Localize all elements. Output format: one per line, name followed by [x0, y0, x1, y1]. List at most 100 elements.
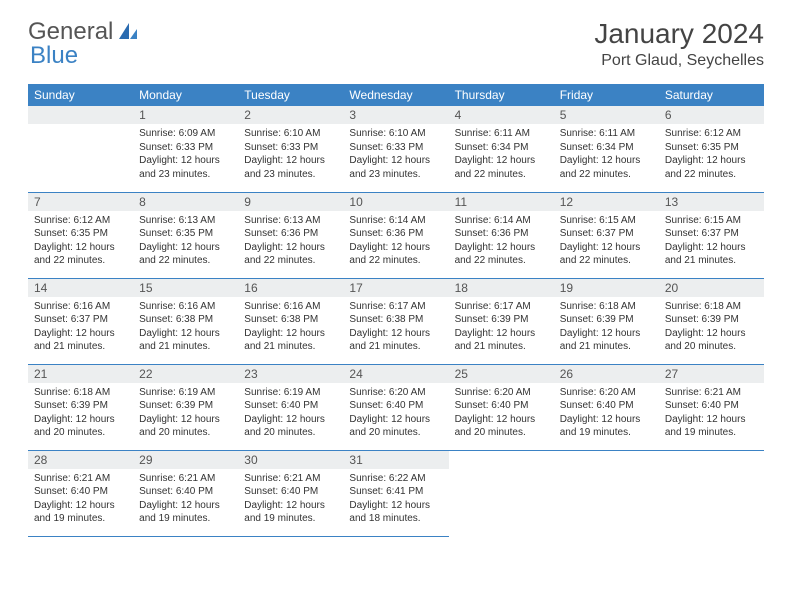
day-info: Sunrise: 6:12 AMSunset: 6:35 PMDaylight:… — [28, 211, 133, 272]
calendar-cell — [554, 450, 659, 536]
day-number: 10 — [343, 193, 448, 211]
day-info: Sunrise: 6:21 AMSunset: 6:40 PMDaylight:… — [28, 469, 133, 530]
logo-line2: Blue — [30, 42, 78, 70]
day-info: Sunrise: 6:13 AMSunset: 6:36 PMDaylight:… — [238, 211, 343, 272]
calendar-cell — [28, 106, 133, 192]
calendar-body: 1Sunrise: 6:09 AMSunset: 6:33 PMDaylight… — [28, 106, 764, 536]
calendar-row: 1Sunrise: 6:09 AMSunset: 6:33 PMDaylight… — [28, 106, 764, 192]
calendar-cell: 13Sunrise: 6:15 AMSunset: 6:37 PMDayligh… — [659, 192, 764, 278]
month-title: January 2024 — [594, 18, 764, 50]
day-number: 15 — [133, 279, 238, 297]
day-number: 13 — [659, 193, 764, 211]
day-info: Sunrise: 6:19 AMSunset: 6:40 PMDaylight:… — [238, 383, 343, 444]
day-info: Sunrise: 6:21 AMSunset: 6:40 PMDaylight:… — [659, 383, 764, 444]
calendar-cell: 25Sunrise: 6:20 AMSunset: 6:40 PMDayligh… — [449, 364, 554, 450]
day-number: 16 — [238, 279, 343, 297]
day-number: 3 — [343, 106, 448, 124]
day-number: 31 — [343, 451, 448, 469]
calendar-cell: 31Sunrise: 6:22 AMSunset: 6:41 PMDayligh… — [343, 450, 448, 536]
day-number: 17 — [343, 279, 448, 297]
calendar-table: SundayMondayTuesdayWednesdayThursdayFrid… — [28, 84, 764, 537]
calendar-cell: 16Sunrise: 6:16 AMSunset: 6:38 PMDayligh… — [238, 278, 343, 364]
empty-daynum — [28, 106, 133, 124]
calendar-cell: 12Sunrise: 6:15 AMSunset: 6:37 PMDayligh… — [554, 192, 659, 278]
day-info: Sunrise: 6:16 AMSunset: 6:37 PMDaylight:… — [28, 297, 133, 358]
day-number: 26 — [554, 365, 659, 383]
calendar-head: SundayMondayTuesdayWednesdayThursdayFrid… — [28, 84, 764, 106]
calendar-cell: 15Sunrise: 6:16 AMSunset: 6:38 PMDayligh… — [133, 278, 238, 364]
weekday-header: Saturday — [659, 84, 764, 106]
day-number: 24 — [343, 365, 448, 383]
day-number: 22 — [133, 365, 238, 383]
day-info: Sunrise: 6:16 AMSunset: 6:38 PMDaylight:… — [133, 297, 238, 358]
weekday-header: Thursday — [449, 84, 554, 106]
calendar-cell: 27Sunrise: 6:21 AMSunset: 6:40 PMDayligh… — [659, 364, 764, 450]
day-info: Sunrise: 6:13 AMSunset: 6:35 PMDaylight:… — [133, 211, 238, 272]
day-info: Sunrise: 6:20 AMSunset: 6:40 PMDaylight:… — [449, 383, 554, 444]
calendar-cell: 24Sunrise: 6:20 AMSunset: 6:40 PMDayligh… — [343, 364, 448, 450]
logo-text-2: Blue — [30, 42, 78, 70]
calendar-cell: 14Sunrise: 6:16 AMSunset: 6:37 PMDayligh… — [28, 278, 133, 364]
day-info: Sunrise: 6:21 AMSunset: 6:40 PMDaylight:… — [133, 469, 238, 530]
calendar-cell: 1Sunrise: 6:09 AMSunset: 6:33 PMDaylight… — [133, 106, 238, 192]
day-info: Sunrise: 6:20 AMSunset: 6:40 PMDaylight:… — [343, 383, 448, 444]
day-number: 14 — [28, 279, 133, 297]
day-number: 27 — [659, 365, 764, 383]
calendar-cell: 29Sunrise: 6:21 AMSunset: 6:40 PMDayligh… — [133, 450, 238, 536]
calendar-cell: 2Sunrise: 6:10 AMSunset: 6:33 PMDaylight… — [238, 106, 343, 192]
day-number: 20 — [659, 279, 764, 297]
title-block: January 2024 Port Glaud, Seychelles — [594, 18, 764, 70]
day-info: Sunrise: 6:14 AMSunset: 6:36 PMDaylight:… — [449, 211, 554, 272]
calendar-row: 7Sunrise: 6:12 AMSunset: 6:35 PMDaylight… — [28, 192, 764, 278]
calendar-cell: 28Sunrise: 6:21 AMSunset: 6:40 PMDayligh… — [28, 450, 133, 536]
calendar-cell: 20Sunrise: 6:18 AMSunset: 6:39 PMDayligh… — [659, 278, 764, 364]
calendar-cell: 5Sunrise: 6:11 AMSunset: 6:34 PMDaylight… — [554, 106, 659, 192]
day-info: Sunrise: 6:11 AMSunset: 6:34 PMDaylight:… — [554, 124, 659, 185]
calendar-cell — [449, 450, 554, 536]
calendar-cell: 11Sunrise: 6:14 AMSunset: 6:36 PMDayligh… — [449, 192, 554, 278]
calendar-row: 21Sunrise: 6:18 AMSunset: 6:39 PMDayligh… — [28, 364, 764, 450]
calendar-cell: 18Sunrise: 6:17 AMSunset: 6:39 PMDayligh… — [449, 278, 554, 364]
day-info: Sunrise: 6:16 AMSunset: 6:38 PMDaylight:… — [238, 297, 343, 358]
day-info: Sunrise: 6:17 AMSunset: 6:39 PMDaylight:… — [449, 297, 554, 358]
calendar-cell: 4Sunrise: 6:11 AMSunset: 6:34 PMDaylight… — [449, 106, 554, 192]
weekday-header: Monday — [133, 84, 238, 106]
day-number: 28 — [28, 451, 133, 469]
sail-icon — [117, 21, 139, 43]
calendar-cell: 26Sunrise: 6:20 AMSunset: 6:40 PMDayligh… — [554, 364, 659, 450]
calendar-cell: 30Sunrise: 6:21 AMSunset: 6:40 PMDayligh… — [238, 450, 343, 536]
weekday-header: Sunday — [28, 84, 133, 106]
calendar-cell: 9Sunrise: 6:13 AMSunset: 6:36 PMDaylight… — [238, 192, 343, 278]
weekday-header: Friday — [554, 84, 659, 106]
day-info: Sunrise: 6:20 AMSunset: 6:40 PMDaylight:… — [554, 383, 659, 444]
day-number: 12 — [554, 193, 659, 211]
calendar-cell: 22Sunrise: 6:19 AMSunset: 6:39 PMDayligh… — [133, 364, 238, 450]
day-number: 2 — [238, 106, 343, 124]
day-info: Sunrise: 6:18 AMSunset: 6:39 PMDaylight:… — [659, 297, 764, 358]
day-number: 25 — [449, 365, 554, 383]
calendar-row: 28Sunrise: 6:21 AMSunset: 6:40 PMDayligh… — [28, 450, 764, 536]
location: Port Glaud, Seychelles — [594, 52, 764, 70]
weekday-header: Tuesday — [238, 84, 343, 106]
day-info: Sunrise: 6:18 AMSunset: 6:39 PMDaylight:… — [554, 297, 659, 358]
calendar-cell: 8Sunrise: 6:13 AMSunset: 6:35 PMDaylight… — [133, 192, 238, 278]
day-info: Sunrise: 6:15 AMSunset: 6:37 PMDaylight:… — [659, 211, 764, 272]
day-info: Sunrise: 6:10 AMSunset: 6:33 PMDaylight:… — [343, 124, 448, 185]
day-info: Sunrise: 6:19 AMSunset: 6:39 PMDaylight:… — [133, 383, 238, 444]
calendar-cell: 23Sunrise: 6:19 AMSunset: 6:40 PMDayligh… — [238, 364, 343, 450]
day-number: 21 — [28, 365, 133, 383]
day-info: Sunrise: 6:22 AMSunset: 6:41 PMDaylight:… — [343, 469, 448, 530]
day-number: 8 — [133, 193, 238, 211]
day-number: 1 — [133, 106, 238, 124]
weekday-header: Wednesday — [343, 84, 448, 106]
day-info: Sunrise: 6:12 AMSunset: 6:35 PMDaylight:… — [659, 124, 764, 185]
calendar-cell: 21Sunrise: 6:18 AMSunset: 6:39 PMDayligh… — [28, 364, 133, 450]
day-info: Sunrise: 6:18 AMSunset: 6:39 PMDaylight:… — [28, 383, 133, 444]
day-info: Sunrise: 6:11 AMSunset: 6:34 PMDaylight:… — [449, 124, 554, 185]
day-info: Sunrise: 6:09 AMSunset: 6:33 PMDaylight:… — [133, 124, 238, 185]
header: General January 2024 Port Glaud, Seychel… — [28, 18, 764, 70]
day-info: Sunrise: 6:10 AMSunset: 6:33 PMDaylight:… — [238, 124, 343, 185]
day-info: Sunrise: 6:21 AMSunset: 6:40 PMDaylight:… — [238, 469, 343, 530]
calendar-cell: 6Sunrise: 6:12 AMSunset: 6:35 PMDaylight… — [659, 106, 764, 192]
day-number: 11 — [449, 193, 554, 211]
